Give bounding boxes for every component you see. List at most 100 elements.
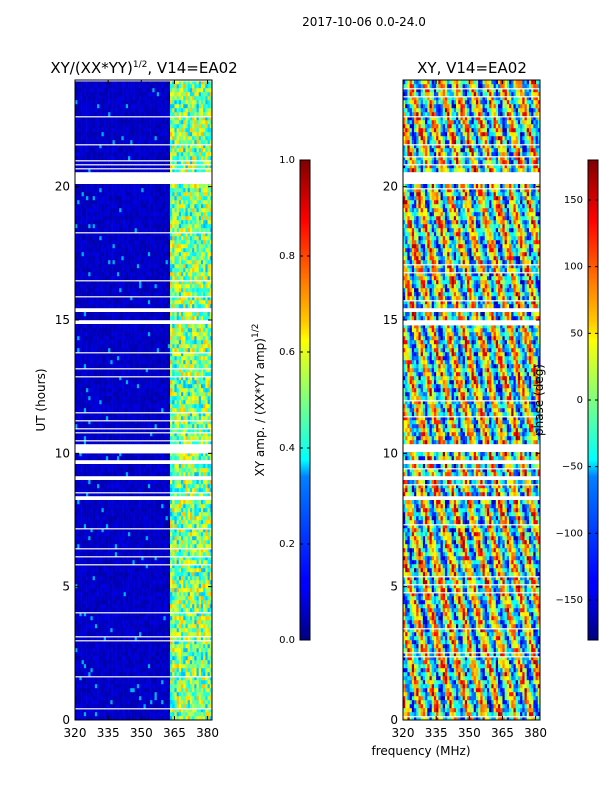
heatmap-cell	[125, 468, 129, 473]
heatmap-cell	[194, 600, 197, 605]
heatmap-cell	[176, 652, 180, 657]
heatmap-cell	[185, 644, 188, 649]
heatmap-cell	[209, 396, 213, 401]
heatmap-cell	[203, 452, 206, 457]
heatmap-cell	[203, 716, 206, 721]
heatmap-cell	[75, 512, 78, 517]
heatmap-cell	[112, 680, 116, 685]
heatmap-cell	[167, 692, 171, 697]
heatmap-cell	[97, 468, 100, 473]
heatmap-cell	[121, 464, 124, 469]
heatmap-cell	[167, 612, 171, 617]
heatmap-cell	[156, 584, 160, 589]
heatmap-cell	[196, 380, 200, 385]
heatmap-cell	[150, 484, 153, 489]
heatmap-cell	[134, 660, 138, 665]
heatmap-cell	[145, 700, 149, 705]
heatmap-cell	[119, 668, 122, 673]
heatmap-cell	[112, 560, 116, 565]
heatmap-cell	[194, 456, 197, 461]
heatmap-cell	[110, 452, 113, 457]
heatmap-cell	[183, 428, 186, 433]
heatmap-cell	[203, 388, 206, 393]
heatmap-cell	[174, 608, 177, 613]
heatmap-cell	[187, 640, 191, 645]
heatmap-cell	[200, 384, 204, 389]
heatmap-cell	[165, 396, 169, 401]
heatmap-cell	[110, 612, 113, 617]
heatmap-cell	[158, 400, 162, 405]
heatmap-cell	[194, 536, 197, 541]
heatmap-cell	[196, 592, 200, 597]
heatmap-cell	[136, 612, 140, 617]
heatmap-cell	[125, 512, 129, 517]
heatmap-cell	[94, 572, 98, 577]
figure-suptitle: 2017-10-06 0.0-24.0	[302, 15, 426, 29]
heatmap-cell	[128, 576, 131, 581]
heatmap-cell	[207, 424, 211, 429]
heatmap-cell	[183, 700, 186, 705]
heatmap-cell	[99, 708, 102, 713]
heatmap-cell	[90, 668, 93, 673]
heatmap-cell	[187, 524, 191, 529]
heatmap-cell	[181, 480, 184, 485]
heatmap-cell	[83, 408, 87, 413]
heatmap-cell	[205, 440, 208, 445]
heatmap-cell	[187, 396, 191, 401]
gap-line	[75, 412, 212, 414]
heatmap-cell	[132, 512, 135, 517]
heatmap-cell	[141, 436, 144, 441]
heatmap-cell	[183, 524, 186, 529]
heatmap-cell	[125, 692, 129, 697]
heatmap-cell	[172, 644, 175, 649]
heatmap-cell	[209, 624, 213, 629]
heatmap-cell	[154, 580, 158, 585]
heatmap-cell	[119, 568, 122, 573]
heatmap-cell	[189, 516, 193, 521]
heatmap-cell	[130, 608, 133, 613]
heatmap-cell	[125, 560, 129, 565]
heatmap-cell	[143, 616, 147, 621]
heatmap-cell	[198, 528, 202, 533]
heatmap-cell	[128, 464, 131, 469]
heatmap-cell	[198, 572, 202, 577]
heatmap-cell	[123, 412, 127, 417]
heatmap-cell	[94, 584, 98, 589]
heatmap-cell	[134, 484, 138, 489]
heatmap-cell	[183, 516, 186, 521]
heatmap-cell	[147, 428, 151, 433]
heatmap-cell	[196, 456, 200, 461]
heatmap-cell	[101, 440, 105, 445]
heatmap-cell	[145, 536, 149, 541]
heatmap-cell	[132, 552, 135, 557]
heatmap-cell	[196, 656, 200, 661]
heatmap-cell	[108, 644, 111, 649]
heatmap-cell	[207, 572, 211, 577]
heatmap-cell	[97, 544, 100, 549]
heatmap-cell	[103, 436, 107, 441]
heatmap-cell	[114, 600, 118, 605]
heatmap-cell	[187, 664, 191, 669]
heatmap-cell	[83, 612, 87, 617]
heatmap-cell	[141, 644, 144, 649]
heatmap-cell	[189, 648, 193, 653]
heatmap-cell	[83, 508, 87, 513]
heatmap-cell	[121, 392, 124, 397]
heatmap-cell	[192, 596, 195, 601]
heatmap-cell	[145, 600, 149, 605]
heatmap-cell	[83, 436, 87, 441]
heatmap-cell	[116, 560, 120, 565]
heatmap-cell	[187, 592, 191, 597]
heatmap-cell	[103, 652, 107, 657]
heatmap-cell	[81, 648, 85, 653]
heatmap-cell	[147, 596, 151, 601]
heatmap-cell	[161, 624, 164, 629]
heatmap-cell	[132, 484, 135, 489]
heatmap-cell	[203, 464, 206, 469]
heatmap-cell	[134, 488, 138, 493]
heatmap-cell	[88, 680, 91, 685]
gap-line	[75, 676, 212, 678]
heatmap-cell	[121, 656, 124, 661]
heatmap-cell	[97, 472, 100, 477]
heatmap-cell	[83, 488, 87, 493]
